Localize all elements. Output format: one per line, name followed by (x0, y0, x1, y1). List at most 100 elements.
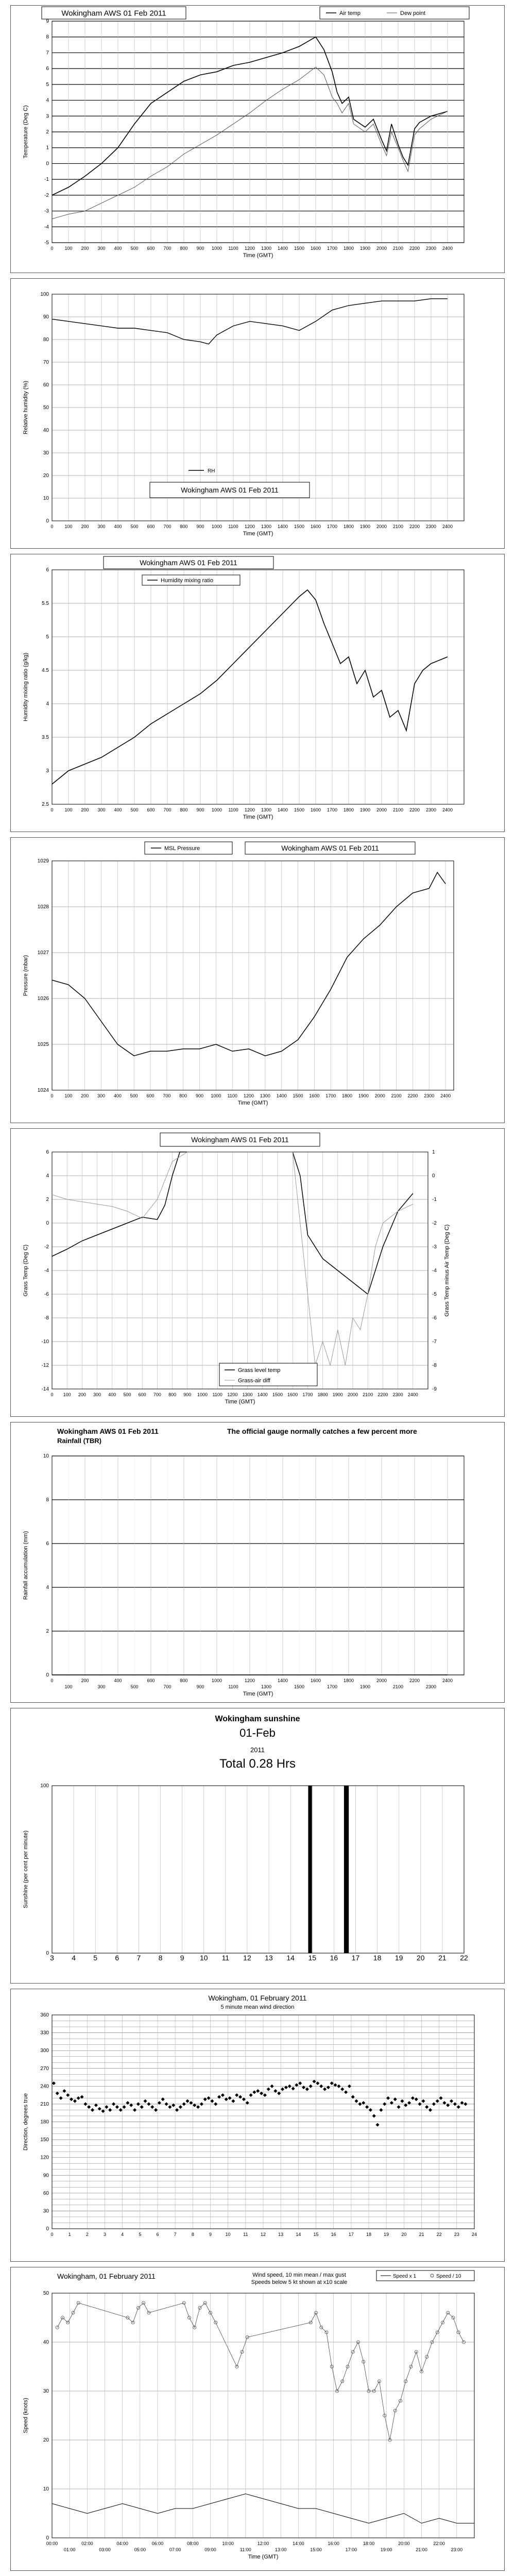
x-tick-label: 6 (156, 2232, 159, 2237)
x-tick-label: 1700 (327, 246, 337, 251)
x-tick-label: 11 (222, 1954, 230, 1962)
sunshine-bar (308, 1786, 310, 1953)
x-tick-label: 2300 (424, 1093, 434, 1098)
chart-note: The official gauge normally catches a fe… (227, 1427, 417, 1435)
chart-date: 01-Feb (239, 1726, 276, 1739)
y-tick-label: 3 (46, 113, 49, 119)
x-tick-label: 500 (123, 1392, 131, 1397)
x-tick-label: 5 (93, 1954, 97, 1962)
x-tick-label: 1100 (228, 246, 238, 251)
y-tick-label: -4 (44, 1268, 49, 1274)
data-point (379, 2108, 383, 2112)
x-axis-label: Time (GMT) (243, 1691, 273, 1697)
data-point (428, 2108, 433, 2112)
x-tick-label: 200 (81, 246, 89, 251)
y-tick-label: 20 (43, 2437, 49, 2443)
x-tick-label: 2000 (375, 1093, 385, 1098)
x-tick-label: 2000 (376, 807, 387, 812)
data-point (242, 2097, 246, 2102)
data-point (277, 2091, 281, 2095)
x-tick-label: 500 (130, 524, 138, 529)
data-point (298, 2081, 302, 2086)
data-point (214, 2102, 218, 2106)
x-tick-label: 12 (243, 1954, 251, 1962)
x-tick-label: 700 (163, 807, 171, 812)
x-tick-label: 0 (50, 2232, 53, 2237)
x-tick-label: 1200 (245, 246, 255, 251)
series-line-1 (52, 871, 446, 1057)
data-point (351, 2095, 355, 2099)
y-tick-label: 10 (43, 496, 49, 501)
x-tick-label: 600 (147, 807, 154, 812)
y-right-tick-label: -7 (432, 1339, 437, 1345)
x-tick-label: 500 (130, 807, 138, 812)
plot-frame (52, 569, 465, 805)
x-tick-label: 1700 (327, 524, 337, 529)
pressure-panel: 1024 1025 1026 1027 1028 1029 0 100 200 300 400 500… (10, 837, 505, 1123)
x-tick-label: 7 (174, 2232, 177, 2237)
y-tick-label: 10 (43, 1453, 49, 1459)
y-tick-label: 120 (40, 2155, 49, 2161)
data-point (330, 2365, 334, 2368)
x-axis-label: Time (GMT) (243, 814, 273, 820)
y-right-tick-label: -3 (432, 1244, 437, 1250)
chart-title: Wokingham AWS 01 Feb 2011 (191, 1136, 289, 1144)
y-tick-label: 330 (40, 2030, 49, 2036)
data-point (435, 2099, 439, 2103)
y-tick-label: 80 (43, 337, 49, 343)
data-point (266, 2087, 270, 2091)
x-tick-label: 1200 (245, 1678, 255, 1683)
y-tick-label: 30 (43, 2388, 49, 2394)
y-right-tick-label: -8 (432, 1363, 437, 1368)
legend-swatch-b (430, 2274, 434, 2278)
x-tick-label: 100 (64, 1093, 72, 1098)
data-point (354, 2099, 358, 2103)
x-tick-label: 22:00 (433, 2541, 445, 2546)
data-point (210, 2099, 214, 2103)
data-point (59, 2096, 63, 2100)
x-tick-label: 15 (313, 2232, 318, 2237)
y-tick-label: 2 (46, 1197, 49, 1202)
x-tick-label: 2400 (442, 1678, 453, 1683)
x-tick-label: 1400 (278, 524, 288, 529)
sunshine-panel: 0 100 3 4 5 6 7 8 9 10 11 12 13 14 15 16 17 18 19 20 21 22 Sun… (10, 1708, 505, 1984)
y-axis-label: Sunshine (per cent per minute) (23, 1831, 29, 1908)
y-tick-label: 30 (43, 450, 49, 456)
y-tick-label: 50 (43, 405, 49, 411)
x-tick-label: 2000 (376, 246, 387, 251)
x-tick-label-minor: 1100 (228, 1684, 238, 1689)
grid (52, 860, 454, 1091)
x-tick-label: 0 (50, 246, 53, 251)
data-point (340, 2087, 345, 2091)
x-tick-label: 1300 (261, 524, 271, 529)
x-tick-label: 11:00 (240, 2547, 251, 2552)
x-tick-label: 1500 (272, 1392, 283, 1397)
x-tick-label: 1400 (258, 1392, 268, 1397)
chart-title: Wokingham AWS 01 Feb 2011 (140, 558, 237, 567)
x-tick-label: 900 (196, 246, 204, 251)
x-tick-label: 400 (114, 524, 122, 529)
x-tick-label: 1800 (344, 807, 354, 812)
data-point (105, 2105, 109, 2109)
data-point (209, 2311, 212, 2315)
x-tick-label: 1500 (294, 524, 304, 529)
data-point (178, 2105, 182, 2109)
y-tick-label: 2.5 (42, 802, 49, 807)
data-point (154, 2108, 158, 2112)
x-tick-label: 1100 (228, 807, 238, 812)
x-tick-label: 23 (454, 2232, 459, 2237)
x-tick-label: 2200 (409, 1678, 420, 1683)
series-line-1 (52, 589, 448, 785)
y-right-tick-label: -9 (432, 1386, 437, 1392)
x-tick-label: 100 (63, 1392, 71, 1397)
data-point (252, 2090, 256, 2094)
data-point (446, 2311, 450, 2315)
x-tick-label: 1500 (294, 246, 304, 251)
data-point (335, 2389, 339, 2393)
x-tick-label: 23:00 (451, 2547, 463, 2552)
x-tick-label: 600 (147, 1678, 154, 1683)
y-tick-label: -2 (44, 1244, 49, 1250)
data-point (55, 2091, 59, 2095)
x-tick-label: 1600 (311, 807, 321, 812)
y-tick-label: 1029 (38, 858, 49, 864)
